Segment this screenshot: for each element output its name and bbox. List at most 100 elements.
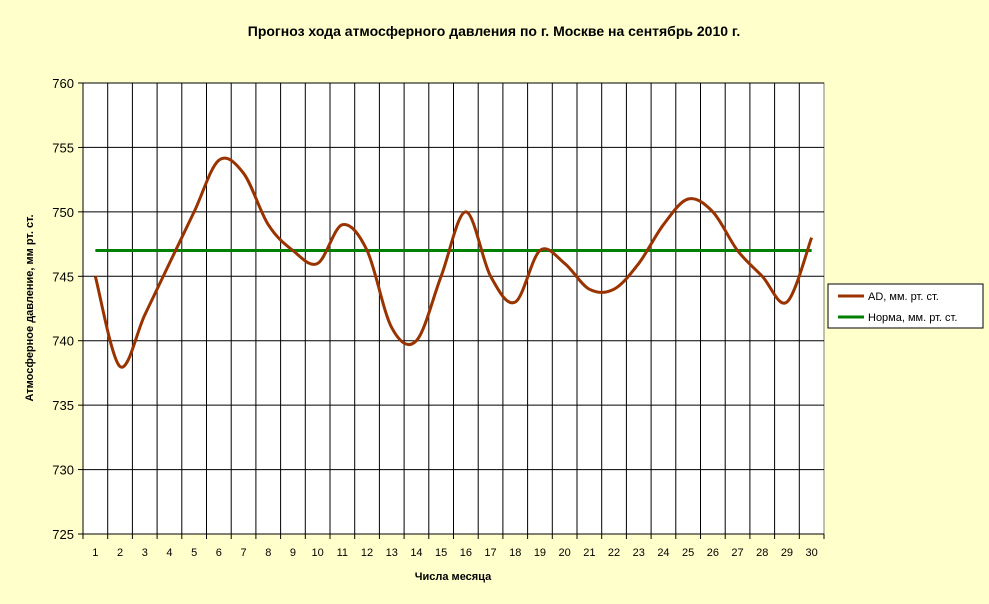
- data-point-norm: [242, 249, 245, 252]
- x-tick-label: 12: [361, 547, 373, 559]
- data-point-ad: [217, 159, 220, 162]
- x-tick-label: 15: [435, 547, 447, 559]
- x-tick-label: 28: [756, 547, 768, 559]
- x-tick-label: 24: [657, 547, 669, 559]
- data-point-norm: [390, 249, 393, 252]
- data-point-ad: [440, 275, 443, 278]
- x-tick-label: 18: [509, 547, 521, 559]
- y-tick-label: 730: [52, 463, 74, 478]
- data-point-ad: [94, 275, 97, 278]
- data-point-ad: [711, 210, 714, 213]
- series-line-ad: [93, 156, 814, 369]
- legend: AD, мм. рт. ст. Норма, мм. рт. ст.: [827, 283, 984, 329]
- data-point-ad: [662, 223, 665, 226]
- data-point-norm: [588, 249, 591, 252]
- data-point-ad: [291, 249, 294, 252]
- data-point-ad: [538, 249, 541, 252]
- data-point-ad: [341, 223, 344, 226]
- data-point-norm: [785, 249, 788, 252]
- data-point-ad: [613, 288, 616, 291]
- data-point-ad: [810, 236, 813, 239]
- data-point-ad: [415, 339, 418, 342]
- data-point-norm: [217, 249, 220, 252]
- x-tick-label: 25: [682, 547, 694, 559]
- data-point-norm: [464, 249, 467, 252]
- legend-label-ad: AD, мм. рт. ст.: [868, 291, 939, 303]
- chart-title: Прогноз хода атмосферного давления по г.…: [248, 23, 740, 39]
- data-point-norm: [563, 249, 566, 252]
- data-point-norm: [168, 249, 171, 252]
- data-point-norm: [341, 249, 344, 252]
- data-point-ad: [143, 313, 146, 316]
- x-tick-label: 22: [608, 547, 620, 559]
- legend-box: [827, 283, 984, 329]
- x-tick-label: 11: [337, 547, 348, 559]
- data-point-norm: [143, 249, 146, 252]
- data-point-ad: [316, 262, 319, 265]
- data-point-norm: [662, 249, 665, 252]
- data-point-ad: [366, 249, 369, 252]
- data-point-ad: [168, 262, 171, 265]
- data-point-norm: [119, 249, 122, 252]
- data-point-ad: [761, 275, 764, 278]
- data-point-ad: [588, 288, 591, 291]
- x-tick-label: 8: [265, 547, 271, 559]
- data-point-norm: [316, 249, 319, 252]
- x-tick-label: 17: [484, 547, 496, 559]
- data-point-ad: [687, 197, 690, 200]
- x-tick-label: 3: [142, 547, 148, 559]
- data-point-ad: [514, 301, 517, 304]
- data-point-norm: [761, 249, 764, 252]
- data-point-ad: [489, 275, 492, 278]
- x-tick-label: 20: [559, 547, 571, 559]
- x-tick-label: 9: [290, 547, 296, 559]
- data-point-norm: [711, 249, 714, 252]
- y-tick-label: 750: [52, 205, 74, 220]
- x-tick-label: 13: [386, 547, 398, 559]
- data-point-norm: [810, 249, 813, 252]
- x-tick-label: 10: [312, 547, 324, 559]
- data-point-norm: [440, 249, 443, 252]
- x-tick-label: 30: [806, 547, 818, 559]
- x-tick-label: 14: [410, 547, 422, 559]
- x-tick-label: 21: [583, 547, 595, 559]
- x-tick-label: 27: [731, 547, 743, 559]
- data-point-norm: [637, 249, 640, 252]
- data-point-ad: [267, 223, 270, 226]
- data-point-ad: [464, 210, 467, 213]
- legend-label-norm: Норма, мм. рт. ст.: [868, 312, 957, 324]
- x-tick-label: 23: [633, 547, 645, 559]
- y-tick-label: 725: [52, 527, 74, 542]
- y-tick-label: 740: [52, 334, 74, 349]
- x-tick-label: 29: [781, 547, 793, 559]
- y-tick-label: 760: [52, 76, 74, 91]
- data-point-norm: [489, 249, 492, 252]
- series-layer: [93, 156, 814, 369]
- x-tick-label: 4: [166, 547, 172, 559]
- data-point-ad: [242, 172, 245, 175]
- data-point-norm: [415, 249, 418, 252]
- x-tick-label: 26: [707, 547, 719, 559]
- y-tick-label: 745: [52, 269, 74, 284]
- x-tick-label: 16: [460, 547, 472, 559]
- y-axis-label: Атмосферное давление, мм рт. ст.: [24, 214, 36, 401]
- data-point-norm: [94, 249, 97, 252]
- data-point-norm: [613, 249, 616, 252]
- x-axis-ticks: 1 2 3 4 5 6 7 8 9 10 11 12 13 14 15 16 17 18 19 20 21 22 23 24 2…: [82, 534, 825, 559]
- data-point-norm: [267, 249, 270, 252]
- data-point-ad: [637, 262, 640, 265]
- x-tick-label: 6: [216, 547, 222, 559]
- y-tick-label: 735: [52, 398, 74, 413]
- data-point-ad: [119, 365, 122, 368]
- y-axis-ticks: 725 730 735 740 745 750 755 760: [52, 76, 83, 542]
- data-point-ad: [785, 301, 788, 304]
- x-tick-label: 7: [240, 547, 246, 559]
- data-point-ad: [390, 326, 393, 329]
- x-tick-label: 19: [534, 547, 546, 559]
- x-axis-label: Числа месяца: [415, 571, 492, 583]
- data-point-norm: [514, 249, 517, 252]
- data-point-norm: [687, 249, 690, 252]
- data-point-ad: [736, 249, 739, 252]
- x-tick-label: 5: [191, 547, 197, 559]
